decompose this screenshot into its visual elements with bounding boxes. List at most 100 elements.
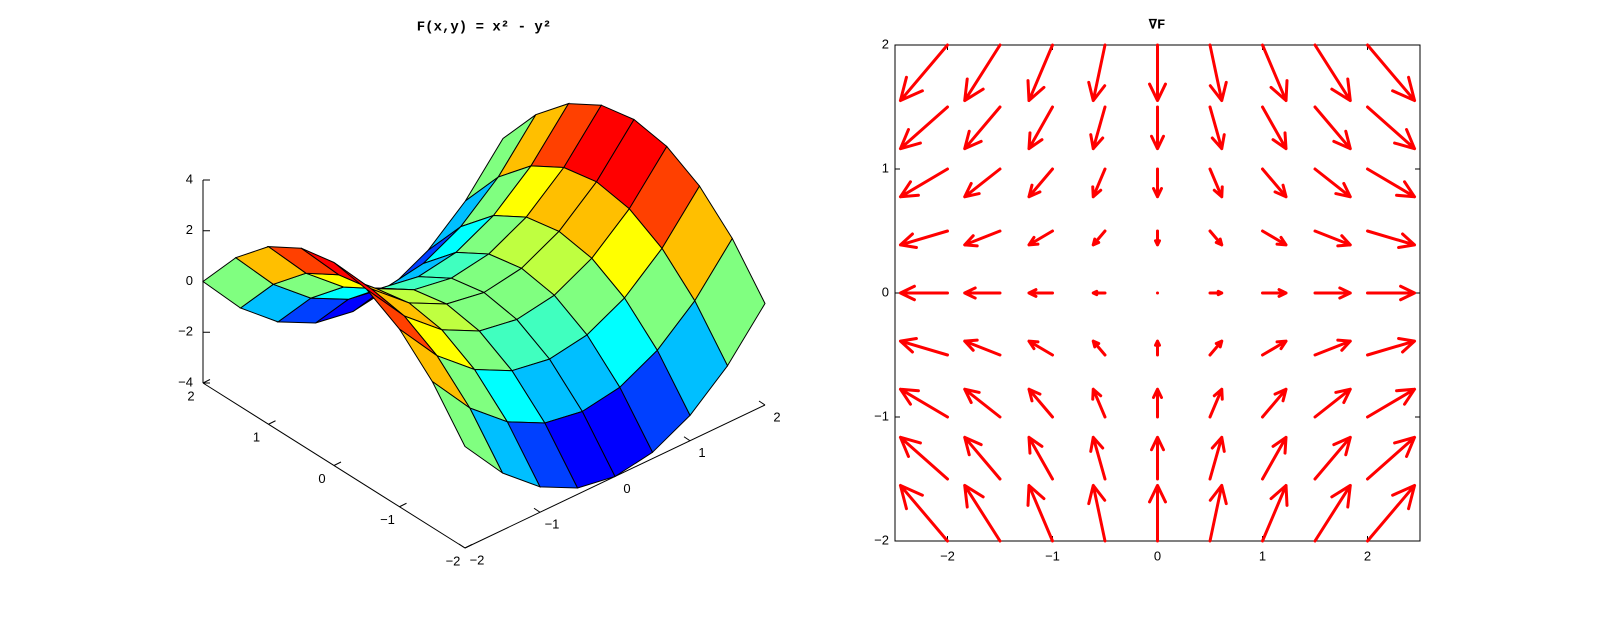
arrow [1366,284,1417,302]
arrow [1261,387,1288,419]
x-tick-label: −2 [470,552,485,567]
arrow [1026,43,1054,103]
x-tick [758,400,766,406]
arrow [1313,483,1352,543]
x-tick-label: 0 [1154,548,1161,563]
x-tick-label: 0 [623,481,630,496]
arrow [898,229,949,250]
arrow [1150,435,1165,481]
arrow [1366,483,1417,543]
y-tick [399,502,407,508]
arrow [1366,336,1417,357]
arrow [1027,339,1054,357]
arrow [1208,387,1224,419]
quiver-title: ∇F [1148,18,1166,34]
y-tick [464,544,473,549]
surface-face [431,381,503,474]
arrow [1087,43,1107,103]
arrow [1313,43,1352,103]
arrow [1089,105,1107,151]
x-tick-label: −1 [1045,548,1060,563]
y-tick-label: −1 [380,512,395,527]
x-tick [683,436,691,442]
y-tick-label: 1 [253,430,260,445]
y-tick-label: 1 [882,160,889,175]
arrow [1261,483,1289,543]
arrow [1026,483,1054,543]
x-tick-label: 1 [1259,548,1266,563]
arrow [1027,167,1054,199]
arrow [963,483,1002,543]
arrow [1148,483,1167,543]
arrow [1148,43,1167,103]
arrow [1208,435,1226,481]
arrow [963,387,1002,419]
arrow [1091,387,1107,419]
arrow [963,229,1002,248]
arrow [1366,229,1417,250]
arrow [1027,105,1054,151]
arrow [898,336,949,357]
x-tick-label: −1 [545,517,560,532]
arrow [1027,229,1054,247]
arrow [1091,229,1107,247]
arrow [1313,338,1352,357]
arrow [1027,435,1054,481]
arrow [1087,483,1107,543]
z-tick-label: −4 [178,374,193,389]
y-tick-label: 0 [318,471,325,486]
arrow [1208,105,1226,151]
arrow [1152,387,1163,419]
arrow [963,167,1002,199]
y-tick-label: 2 [882,36,889,51]
arrow [1089,435,1107,481]
arrow [963,338,1002,357]
arrow [1313,105,1352,151]
arrow [1313,229,1352,248]
arrow [1150,105,1165,151]
arrow [898,435,949,481]
y-tick-label: −2 [446,553,461,568]
y-tick-label: −2 [874,532,889,547]
arrow [1208,339,1224,357]
arrow [1313,167,1352,199]
z-tick-label: 0 [186,273,193,288]
arrow [1366,43,1417,103]
arrow [1313,286,1352,300]
arrow [1208,289,1224,297]
arrow [1091,167,1107,199]
x-tick-label: 1 [698,445,705,460]
y-tick [202,379,211,384]
arrow [1366,167,1417,199]
x-tick-label: −2 [940,548,955,563]
arrow [1261,435,1288,481]
x-tick-label: 2 [773,409,780,424]
arrow [1208,167,1224,199]
arrow [963,435,1002,481]
arrow [1027,288,1054,298]
y-tick-label: 2 [187,388,194,403]
arrow [1366,387,1417,419]
arrow [1313,387,1352,419]
x-tick [533,507,541,513]
arrow [898,387,949,419]
arrow [1208,43,1228,103]
arrow [1313,435,1352,481]
y-tick-label: 0 [882,284,889,299]
arrow [1261,105,1288,151]
arrow [1261,167,1288,199]
arrow [898,167,949,199]
arrow [1208,483,1228,543]
arrow [963,43,1002,103]
arrow [1091,289,1107,297]
z-tick-label: 4 [186,171,193,186]
arrow [898,284,949,302]
arrow [898,483,949,543]
z-tick-label: −2 [178,324,193,339]
arrow [963,286,1002,300]
arrow [1366,435,1417,481]
x-tick [458,543,466,549]
arrow [1261,339,1288,357]
